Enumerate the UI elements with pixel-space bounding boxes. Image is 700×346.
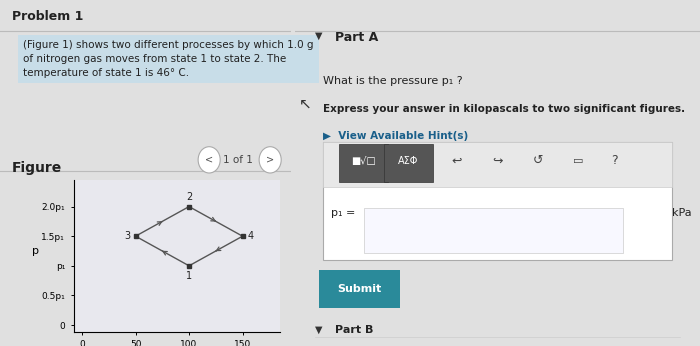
Text: (Figure 1) shows two different processes by which 1.0 g
of nitrogen gas moves fr: (Figure 1) shows two different processes… bbox=[23, 40, 314, 78]
Text: Express your answer in kilopascals to two significant figures.: Express your answer in kilopascals to tw… bbox=[323, 104, 685, 114]
Text: >: > bbox=[266, 155, 274, 165]
FancyBboxPatch shape bbox=[363, 208, 623, 253]
Text: Problem 1: Problem 1 bbox=[12, 10, 83, 24]
Text: ▼: ▼ bbox=[315, 325, 323, 335]
Text: ↪: ↪ bbox=[492, 154, 503, 167]
Text: Figure: Figure bbox=[12, 161, 62, 175]
Text: <: < bbox=[205, 155, 214, 165]
Text: What is the pressure p₁ ?: What is the pressure p₁ ? bbox=[323, 76, 463, 86]
Text: ↺: ↺ bbox=[533, 154, 543, 167]
Text: p₁ =: p₁ = bbox=[331, 208, 356, 218]
Text: Submit: Submit bbox=[337, 284, 382, 294]
Text: Part A: Part A bbox=[335, 31, 379, 44]
Circle shape bbox=[259, 147, 281, 173]
Text: ▶  View Available Hint(s): ▶ View Available Hint(s) bbox=[323, 131, 468, 142]
Text: ?: ? bbox=[612, 154, 618, 167]
Text: ▭: ▭ bbox=[573, 156, 584, 166]
Text: kPa: kPa bbox=[671, 208, 692, 218]
FancyBboxPatch shape bbox=[384, 144, 433, 182]
Text: ΑΣΦ: ΑΣΦ bbox=[398, 156, 419, 166]
Text: 1 of 1: 1 of 1 bbox=[223, 155, 253, 165]
Text: 2: 2 bbox=[186, 192, 193, 202]
Text: 3: 3 bbox=[124, 231, 130, 241]
FancyBboxPatch shape bbox=[323, 142, 671, 260]
Circle shape bbox=[198, 147, 220, 173]
Text: Part B: Part B bbox=[335, 325, 374, 335]
Text: ▼: ▼ bbox=[315, 31, 323, 41]
Text: ↩: ↩ bbox=[452, 154, 462, 167]
Text: ■√□: ■√□ bbox=[351, 156, 376, 166]
FancyBboxPatch shape bbox=[319, 270, 400, 308]
FancyBboxPatch shape bbox=[340, 144, 388, 182]
Text: 4: 4 bbox=[248, 231, 254, 241]
FancyBboxPatch shape bbox=[323, 142, 671, 187]
Text: ↖: ↖ bbox=[299, 97, 312, 112]
Text: 1: 1 bbox=[186, 271, 192, 281]
Y-axis label: p: p bbox=[32, 246, 39, 256]
